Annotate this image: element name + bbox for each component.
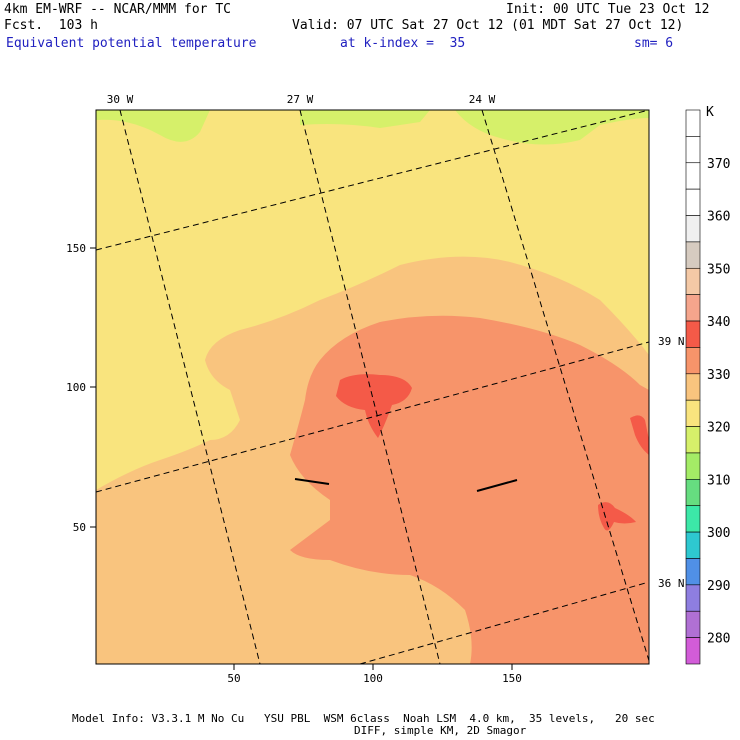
forecast-hour: Fcst. 103 h [4, 18, 98, 33]
parallel-39n [96, 341, 649, 493]
colorbar-swatch [685, 373, 701, 401]
y-tick-label: 50 [73, 521, 86, 534]
longitude-label: 27 W [287, 93, 314, 106]
axis-ticks [90, 247, 513, 670]
x-tick-label: 100 [363, 672, 383, 685]
parallel-north [96, 110, 649, 251]
smoothing-label: sm= 6 [634, 36, 674, 51]
meridian-30w [119, 110, 261, 664]
wind-barb-east [476, 479, 518, 492]
colorbar-level-label: 280 [707, 632, 730, 647]
colorbar-swatch [685, 637, 701, 665]
colorbar-swatch [685, 610, 701, 638]
latitude-label: 36 N [658, 577, 685, 590]
longitude-label: 24 W [469, 93, 496, 106]
field-patch-cool-ne [455, 110, 649, 145]
colorbar-swatch [685, 188, 701, 216]
colorbar-level-label: 290 [707, 579, 730, 594]
colorbar-swatch [685, 479, 701, 507]
colorbar: 370 360 350 340 330 320 310 300 290 280 [685, 109, 730, 665]
field-patch-cool-nw [96, 110, 210, 142]
colorbar-level-label: 300 [707, 526, 730, 541]
model-info: Model Info: V3.3.1 M No Cu YSU PBL WSM 6… [72, 712, 655, 725]
colorbar-swatch [685, 452, 701, 480]
wind-barb-west [294, 478, 330, 485]
colorbar-swatch [685, 241, 701, 269]
colorbar-swatch [685, 426, 701, 454]
colorbar-swatch [685, 320, 701, 348]
colorbar-swatch [685, 531, 701, 559]
colorbar-swatch [685, 399, 701, 427]
parallel-36n [359, 581, 649, 664]
colorbar-swatch [685, 294, 701, 322]
colorbar-level-label: 360 [707, 210, 730, 225]
latitude-label: 39 N [658, 335, 685, 348]
colorbar-swatch [685, 109, 701, 137]
latlon-grid [96, 110, 649, 664]
colorbar-level-label: 350 [707, 262, 730, 277]
colorbar-swatch [685, 136, 701, 164]
field-patch-cool-n [300, 110, 430, 128]
meridian-27w [299, 110, 441, 664]
field-core-high [336, 374, 412, 438]
init-time: Init: 00 UTC Tue 23 Oct 12 [506, 2, 710, 17]
model-info-line2: DIFF, simple KM, 2D Smagor [354, 724, 527, 737]
map-field [96, 110, 649, 664]
colorbar-swatch [685, 558, 701, 586]
x-tick-label: 50 [227, 672, 240, 685]
colorbar-swatch [685, 267, 701, 295]
colorbar-level-label: 340 [707, 315, 730, 330]
y-tick-label: 100 [66, 381, 86, 394]
x-tick-label: 150 [502, 672, 522, 685]
model-title: 4km EM-WRF -- NCAR/MMM for TC [4, 2, 231, 17]
colorbar-level-label: 310 [707, 473, 730, 488]
y-tick-label: 150 [66, 242, 86, 255]
colorbar-unit: K [706, 105, 714, 120]
field-name: Equivalent potential temperature [6, 36, 257, 51]
colorbar-swatch [685, 505, 701, 533]
level-label: at k-index = 35 [340, 36, 466, 51]
colorbar-swatch [685, 215, 701, 243]
field-core-e [630, 415, 649, 455]
colorbar-swatch [685, 347, 701, 375]
colorbar-level-label: 330 [707, 368, 730, 383]
longitude-label: 30 W [107, 93, 134, 106]
colorbar-swatch [685, 162, 701, 190]
valid-time: Valid: 07 UTC Sat 27 Oct 12 (01 MDT Sat … [292, 18, 684, 33]
colorbar-level-label: 370 [707, 157, 730, 172]
meridian-24w [481, 110, 649, 663]
colorbar-level-label: 320 [707, 421, 730, 436]
colorbar-swatch [685, 584, 701, 612]
